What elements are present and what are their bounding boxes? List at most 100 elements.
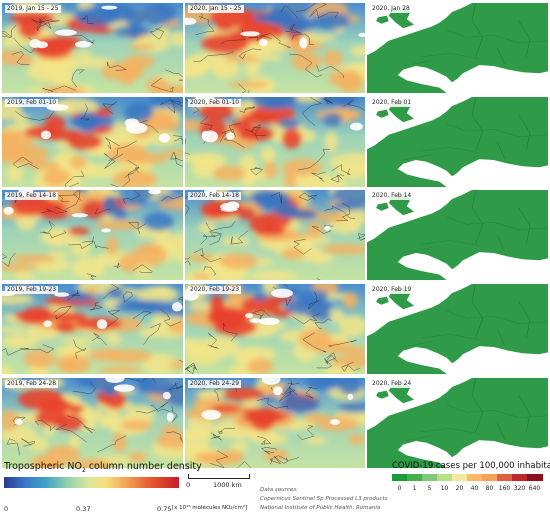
covid-legend-swatch (497, 474, 513, 481)
no2-title-prefix: Tropospheric NO (4, 461, 82, 472)
scale-bar (188, 474, 250, 479)
covid-panel-label: 2020, Feb 01 (370, 99, 414, 107)
no2-2019-map-panel: 2019, Feb 19-23 (2, 284, 183, 374)
no2-concentration-field (185, 378, 365, 467)
no2-2019-map-panel: 2019, Feb 14-18 (2, 190, 183, 280)
sources-heading: Data sources: (260, 487, 298, 493)
no2-map (2, 378, 183, 468)
covid-legend-title: COVID-19 cases per 100,000 inhabitants (392, 461, 550, 471)
no2-2020-map-panel: 2020, Jan 15 - 25 (185, 3, 365, 93)
no2-2020-panel-label: 2020, Feb 01-10 (188, 99, 242, 107)
covid-map (367, 3, 548, 93)
no2-tick-max: 0.75 (157, 505, 172, 513)
sources-line-2: National Institute of Public Health, Rom… (260, 505, 381, 511)
covid-legend-swatch (467, 474, 483, 481)
covid-legend-swatch (482, 474, 498, 481)
no2-2020-map-panel: 2020, Feb 14-18 (185, 190, 365, 280)
scale-bar-label: 1000 km (213, 481, 242, 489)
covid-map (367, 190, 548, 280)
no2-concentration-field (2, 190, 183, 280)
covid-legend-tick: 0 (397, 485, 402, 492)
covid-panel-label: 2020, Feb 19 (370, 286, 414, 294)
covid-legend-tick: 160 (498, 485, 511, 492)
no2-title-sub: 2 (81, 466, 86, 474)
borders-overlay (6, 378, 183, 456)
covid-island (376, 109, 389, 118)
no2-map (185, 190, 365, 280)
covid-legend-swatch (437, 474, 453, 481)
no2-concentration-field (2, 97, 183, 187)
covid-map-panel: 2020, Feb 19 (367, 284, 548, 374)
covid-panel-label: 2020, Feb 24 (370, 380, 414, 388)
no2-2019-map-panel: 2019, Feb 01-10 (2, 97, 183, 187)
no2-colorbar (4, 477, 179, 488)
no2-concentration-field (185, 97, 365, 187)
covid-landmass (367, 190, 548, 280)
covid-map (367, 97, 548, 187)
scale-bar-zero: 0 (186, 481, 191, 489)
borders-overlay (2, 3, 183, 93)
sources-line-1: Copernicus Sentinel 5p Processed L3 prod… (260, 496, 388, 502)
covid-map-panel: 2020, Feb 01 (367, 97, 548, 187)
no2-2019-panel-label: 2019, Feb 24-28 (5, 380, 59, 388)
no2-tick-mid: 0.37 (76, 505, 91, 513)
covid-panel-label: 2020, Jan 28 (370, 5, 412, 13)
no2-2020-panel-label: 2020, Feb 24-29 (188, 380, 242, 388)
no2-map (185, 378, 365, 468)
covid-borders (403, 284, 548, 348)
no2-2020-map-panel: 2020, Feb 24-29 (185, 378, 365, 468)
borders-overlay (2, 190, 183, 280)
covid-legend-tick: 640 (528, 485, 541, 492)
no2-map (2, 3, 183, 93)
covid-legend-tick: 1 (412, 485, 417, 492)
no2-2019-panel-label: 2019, Feb 01-10 (5, 99, 59, 107)
covid-map (367, 378, 548, 468)
no2-legend-title: Tropospheric NO2 column number density (4, 461, 202, 474)
no2-map (185, 3, 365, 93)
no-data-patches (14, 378, 174, 425)
covid-legend-swatch (512, 474, 528, 481)
no2-2020-panel-label: 2020, Feb 14-18 (188, 192, 242, 200)
no-data-patches (185, 17, 365, 49)
covid-landmass (367, 3, 548, 93)
covid-landmass (367, 97, 548, 187)
covid-borders (403, 3, 548, 67)
covid-legend-tick: 10 (440, 485, 449, 492)
covid-legend-swatch (527, 474, 543, 481)
no2-map (185, 284, 365, 374)
no-data-patches (185, 288, 293, 326)
covid-landmass (367, 284, 548, 374)
covid-legend-swatch (407, 474, 423, 481)
no2-2020-panel-label: 2020, Feb 19-23 (188, 286, 242, 294)
covid-legend-tick: 20 (455, 485, 464, 492)
covid-map-panel: 2020, Feb 24 (367, 378, 548, 468)
no-data-patches (201, 378, 354, 425)
borders-overlay (185, 97, 365, 183)
no2-2019-panel-label: 2019, Feb 19-23 (5, 286, 59, 294)
covid-borders (403, 97, 548, 161)
covid-map-panel: 2020, Feb 14 (367, 190, 548, 280)
covid-legend-swatch (422, 474, 438, 481)
covid-legend-tick: 5 (427, 485, 432, 492)
covid-island (376, 296, 389, 305)
covid-legend-swatch (392, 474, 408, 481)
covid-island (376, 390, 389, 399)
no2-2019-panel-label: 2019, Feb 14-18 (5, 192, 59, 200)
covid-borders (403, 190, 548, 254)
covid-landmass (367, 378, 548, 468)
no2-2019-map-panel: 2019, Jan 15 - 25 (2, 3, 183, 93)
covid-borders (403, 378, 548, 442)
no2-title-suffix: column number density (85, 461, 202, 472)
no-data-patches (29, 5, 118, 49)
covid-legend-tick: 80 (485, 485, 494, 492)
covid-map-panel: 2020, Jan 28 (367, 3, 548, 93)
no2-2020-map-panel: 2020, Feb 19-23 (185, 284, 365, 374)
no2-map (2, 97, 183, 187)
no2-map (2, 284, 183, 374)
covid-island (376, 15, 389, 24)
no2-unit: [x 10¹⁵ molecules NO₂/cm²] (172, 505, 248, 511)
no2-map (185, 97, 365, 187)
covid-legend-tick: 40 (470, 485, 479, 492)
covid-legend-swatch (452, 474, 468, 481)
no2-2019-map-panel: 2019, Feb 24-28 (2, 378, 183, 468)
